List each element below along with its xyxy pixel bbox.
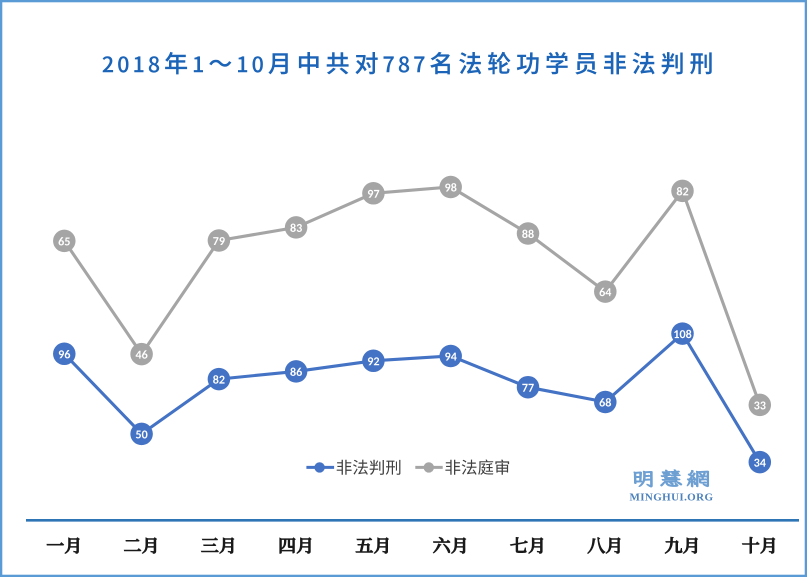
svg-text:MINGHUI.ORG: MINGHUI.ORG xyxy=(630,491,714,503)
